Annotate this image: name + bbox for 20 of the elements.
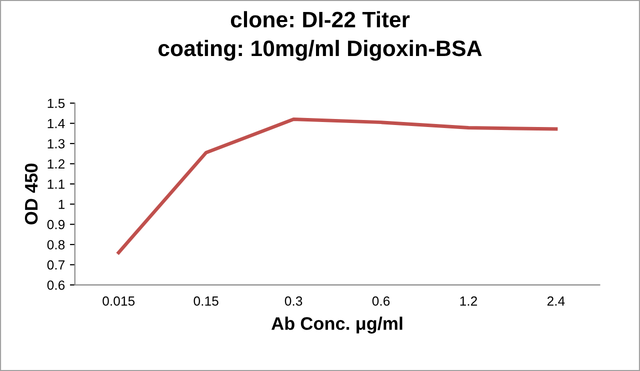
x-tick-label: 0.015 [102, 296, 135, 306]
y-tick-label: 1 [58, 200, 65, 209]
y-tick-label: 0.6 [47, 280, 65, 290]
y-tick-label: 0.7 [47, 260, 64, 270]
y-axis-title: OD 450 [24, 164, 38, 224]
x-tick-label: 0.3 [284, 296, 302, 306]
chart-title: clone: DI-22 Titer coating: 10mg/ml Digoxin-BSA [158, 11, 482, 61]
y-tick-label: 1.2 [48, 159, 64, 169]
y-tick-label: 1.3 [48, 139, 65, 148]
y-tick-label: 1.4 [48, 119, 65, 128]
x-tick-label: 0.6 [372, 296, 390, 306]
x-tick-label: 0.15 [194, 296, 218, 306]
y-tick-label: 1.1 [48, 180, 65, 189]
y-tick-label: 1.5 [48, 98, 65, 108]
y-tick-label: 0.9 [47, 220, 65, 230]
y-tick-label: 0.8 [47, 240, 65, 250]
x-tick-label: 2.4 [547, 296, 565, 306]
x-tick-label: 1.2 [460, 296, 477, 306]
line-series [116, 118, 558, 254]
x-axis-title: Ab Conc. μg/ml [272, 316, 402, 334]
